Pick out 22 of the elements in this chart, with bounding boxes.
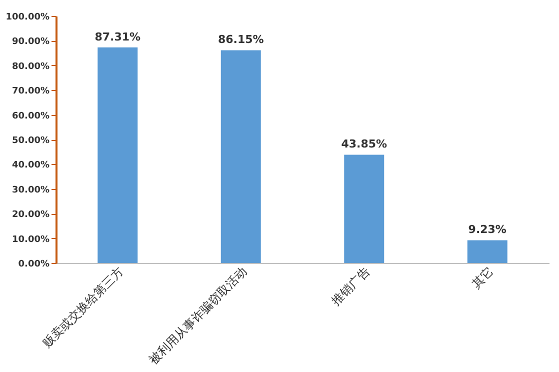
y-tick-label: 40.00% (12, 160, 50, 171)
data-label: 87.31% (94, 30, 141, 44)
y-tick-label: 50.00% (12, 136, 50, 146)
bar (220, 50, 261, 263)
y-tick-label: 100.00% (6, 12, 50, 22)
y-tick-label: 60.00% (12, 111, 50, 122)
y-tick-label: 20.00% (12, 210, 50, 220)
y-tick-label: 10.00% (12, 234, 50, 245)
y-tick-label: 30.00% (12, 185, 50, 196)
data-label: 43.85% (341, 138, 388, 151)
x-tick-label: 被利用从事诈骗窃取活动 (146, 264, 250, 368)
bar (467, 240, 508, 263)
y-tick-label: 0.00% (18, 260, 50, 270)
y-tick-label: 80.00% (12, 62, 50, 72)
y-tick-label: 70.00% (12, 86, 50, 97)
y-tick-label: 90.00% (12, 37, 50, 48)
data-label: 9.23% (468, 223, 506, 236)
x-tick-label: 推销广告 (328, 264, 373, 308)
data-label: 86.15% (218, 33, 264, 46)
bar (344, 154, 384, 263)
x-tick-label: 其它 (468, 264, 496, 291)
bar (98, 47, 138, 263)
